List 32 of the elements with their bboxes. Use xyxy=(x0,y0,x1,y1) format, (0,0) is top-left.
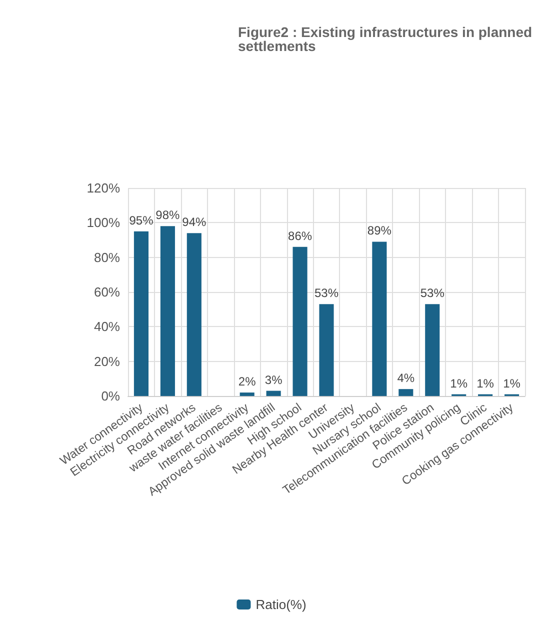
bar xyxy=(319,304,334,396)
data-label: 53% xyxy=(314,286,339,300)
data-label: 4% xyxy=(397,371,415,386)
y-tick-label: 80% xyxy=(94,250,120,265)
y-tick-label: 60% xyxy=(94,284,120,300)
bar xyxy=(160,226,175,396)
data-label: 94% xyxy=(182,215,206,230)
bar xyxy=(186,233,202,396)
data-label: 3% xyxy=(264,372,283,387)
data-label: 89% xyxy=(367,224,392,238)
y-tick-label: 20% xyxy=(94,354,120,369)
data-label: 2% xyxy=(238,374,256,389)
bar xyxy=(134,231,149,396)
data-label: 98% xyxy=(156,208,180,222)
legend-label: Ratio(%) xyxy=(256,597,306,612)
y-tick-label: 40% xyxy=(94,319,120,334)
bar xyxy=(266,390,281,396)
data-label: 1% xyxy=(476,376,494,390)
data-label: 53% xyxy=(420,286,445,300)
y-tick-label: 120% xyxy=(86,180,120,196)
data-label: 1% xyxy=(450,376,468,390)
y-tick-label: 100% xyxy=(86,215,120,230)
bar xyxy=(292,246,308,396)
bar xyxy=(398,389,414,396)
data-label: 95% xyxy=(129,213,154,228)
chart-title: Figure2 : Existing infrastructures in planned settlements xyxy=(238,24,536,54)
bar xyxy=(240,392,254,396)
data-label: 86% xyxy=(288,228,312,243)
data-label: 1% xyxy=(503,376,521,390)
y-tick-label: 0% xyxy=(101,388,120,404)
bar xyxy=(425,304,440,396)
bar xyxy=(372,242,387,396)
